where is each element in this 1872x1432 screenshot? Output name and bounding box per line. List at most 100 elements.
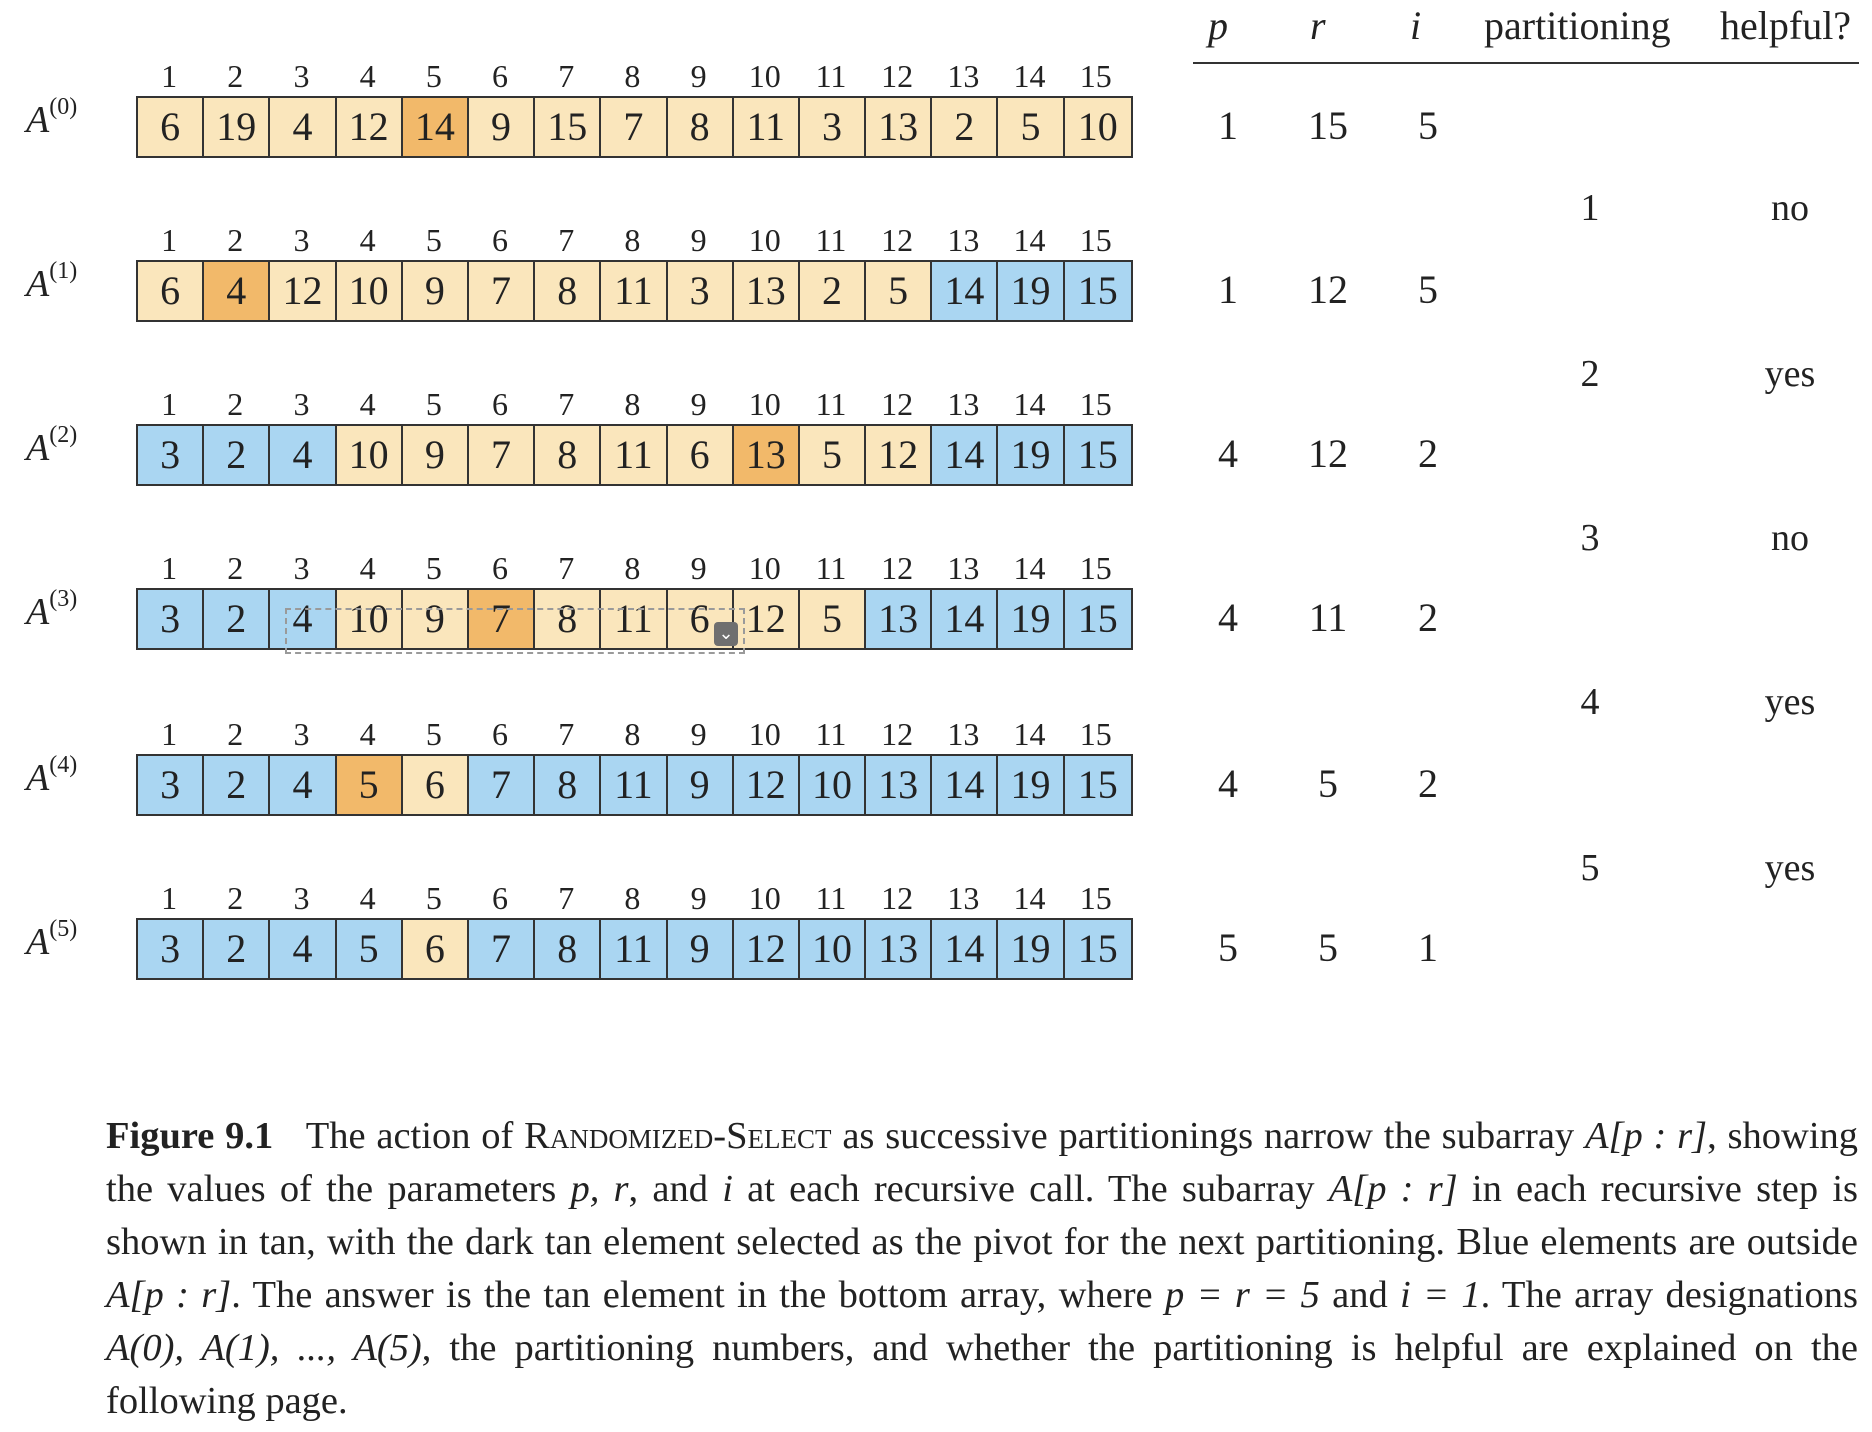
index-label: 9 (690, 58, 707, 94)
array-cell: 5 (336, 756, 403, 814)
index-label: 14 (1013, 550, 1046, 586)
array-cell: 15 (535, 98, 602, 156)
index-label: 9 (690, 716, 707, 752)
index-label: 11 (815, 386, 847, 422)
index-label: 2 (227, 880, 244, 916)
header-partitioning: partitioning (1484, 3, 1671, 48)
value-i: 2 (1418, 595, 1438, 640)
helpful-value: no (1771, 187, 1809, 229)
array-cell: 9 (402, 262, 469, 320)
index-label: 10 (748, 386, 781, 422)
index-label: 13 (947, 222, 980, 258)
array-cells: 3 2 4 10 9 7 8 11 6 12 5 13 14 19 15 (136, 588, 1133, 650)
array-cell: 2 (204, 920, 271, 978)
array-cell: 6 (138, 98, 205, 156)
figure-number: Figure 9.1 (106, 1115, 274, 1157)
array-cell: 4 (270, 426, 337, 484)
array-cell: 11 (733, 98, 800, 156)
array-cell: 10 (336, 426, 403, 484)
partitioning-number: 1 (1580, 187, 1600, 229)
array-cell: 2 (204, 756, 271, 814)
array-cell: 3 (799, 98, 867, 156)
value-i: 2 (1418, 431, 1438, 476)
helpful-value: yes (1764, 681, 1816, 723)
index-label: 1 (161, 222, 178, 258)
array-cell: 9 (468, 98, 536, 156)
value-i: 5 (1418, 103, 1438, 148)
index-label: 11 (815, 222, 847, 258)
value-i: 2 (1418, 761, 1438, 806)
caption-text: The action of (305, 1115, 525, 1157)
index-label: 6 (492, 880, 509, 916)
array-label: A(0) (26, 94, 77, 142)
value-r: 11 (1308, 595, 1348, 640)
caption-math: A[p : r] (1328, 1168, 1458, 1210)
caption-text: as successive partitionings narrow the s… (831, 1115, 1585, 1157)
figure-caption: Figure 9.1 The action of Randomized-Sele… (106, 1110, 1858, 1428)
header-i: i (1410, 3, 1422, 48)
header-rule (1193, 62, 1859, 64)
index-label: 11 (815, 880, 847, 916)
array-cell: 19 (204, 98, 271, 156)
array-cell: 15 (1064, 590, 1131, 648)
index-label: 15 (1079, 550, 1112, 586)
index-label: 7 (558, 58, 575, 94)
header-p: p (1208, 3, 1228, 48)
array-cell: 19 (998, 920, 1065, 978)
chevron-down-icon[interactable]: ⌄ (714, 622, 738, 646)
index-label: 1 (161, 58, 178, 94)
index-label: 1 (161, 716, 178, 752)
caption-math: i (722, 1168, 733, 1210)
index-label: 10 (748, 222, 781, 258)
caption-math: p = r = 5 (1164, 1274, 1320, 1316)
array-cell: 12 (733, 756, 800, 814)
array-label-letter: A (26, 921, 50, 963)
array-cell: 6 (402, 756, 469, 814)
caption-text: and (1319, 1274, 1401, 1316)
array-cell: 12 (336, 98, 403, 156)
index-label: 6 (492, 386, 509, 422)
index-label: 14 (1013, 880, 1046, 916)
index-label: 3 (293, 222, 310, 258)
array-cell: 15 (1064, 426, 1131, 484)
caption-text: in each recursive step is shown in tan, … (106, 1168, 1858, 1263)
array-row: A(4) 1 2 3 4 5 6 7 8 9 10 11 12 13 14 15 3 2 4 5 6 7 8 11 9 12 10 1… (0, 716, 1160, 856)
index-label: 11 (815, 716, 847, 752)
array-label-letter: A (26, 263, 50, 305)
array-cell: 2 (204, 590, 271, 648)
index-label: 7 (558, 550, 575, 586)
index-label: 14 (1013, 716, 1046, 752)
index-label: 5 (425, 550, 442, 586)
array-cell: 6 (667, 426, 734, 484)
caption-math: i = 1 (1400, 1274, 1481, 1316)
index-label: 15 (1079, 222, 1112, 258)
array-cell: 14 (402, 98, 469, 156)
caption-math: p, r (570, 1168, 629, 1210)
index-label: 2 (227, 716, 244, 752)
array-cell: 6 (138, 262, 205, 320)
array-cell: 5 (866, 262, 933, 320)
array-label-superscript: (5) (49, 916, 78, 943)
index-label: 8 (624, 222, 641, 258)
index-label: 12 (881, 222, 914, 258)
index-label: 8 (624, 716, 641, 752)
array-cell: 9 (402, 426, 469, 484)
array-cell: 15 (1064, 262, 1131, 320)
array-cell: 4 (270, 920, 337, 978)
array-cell: 8 (535, 262, 602, 320)
array-label: A(5) (26, 916, 77, 964)
helpful-value: yes (1764, 353, 1816, 395)
index-label: 4 (359, 550, 376, 586)
array-cell: 14 (932, 426, 999, 484)
value-p: 4 (1218, 431, 1238, 476)
index-label: 4 (359, 386, 376, 422)
selection-box[interactable] (285, 608, 745, 654)
index-label: 5 (425, 58, 442, 94)
index-label: 8 (624, 58, 641, 94)
array-cells: 6 4 12 10 9 7 8 11 3 13 2 5 14 19 15 (136, 260, 1133, 322)
array-cell: 11 (601, 920, 668, 978)
array-label-letter: A (26, 427, 50, 469)
caption-text: , and (628, 1168, 723, 1210)
index-label: 5 (425, 716, 442, 752)
value-i: 1 (1418, 925, 1438, 970)
